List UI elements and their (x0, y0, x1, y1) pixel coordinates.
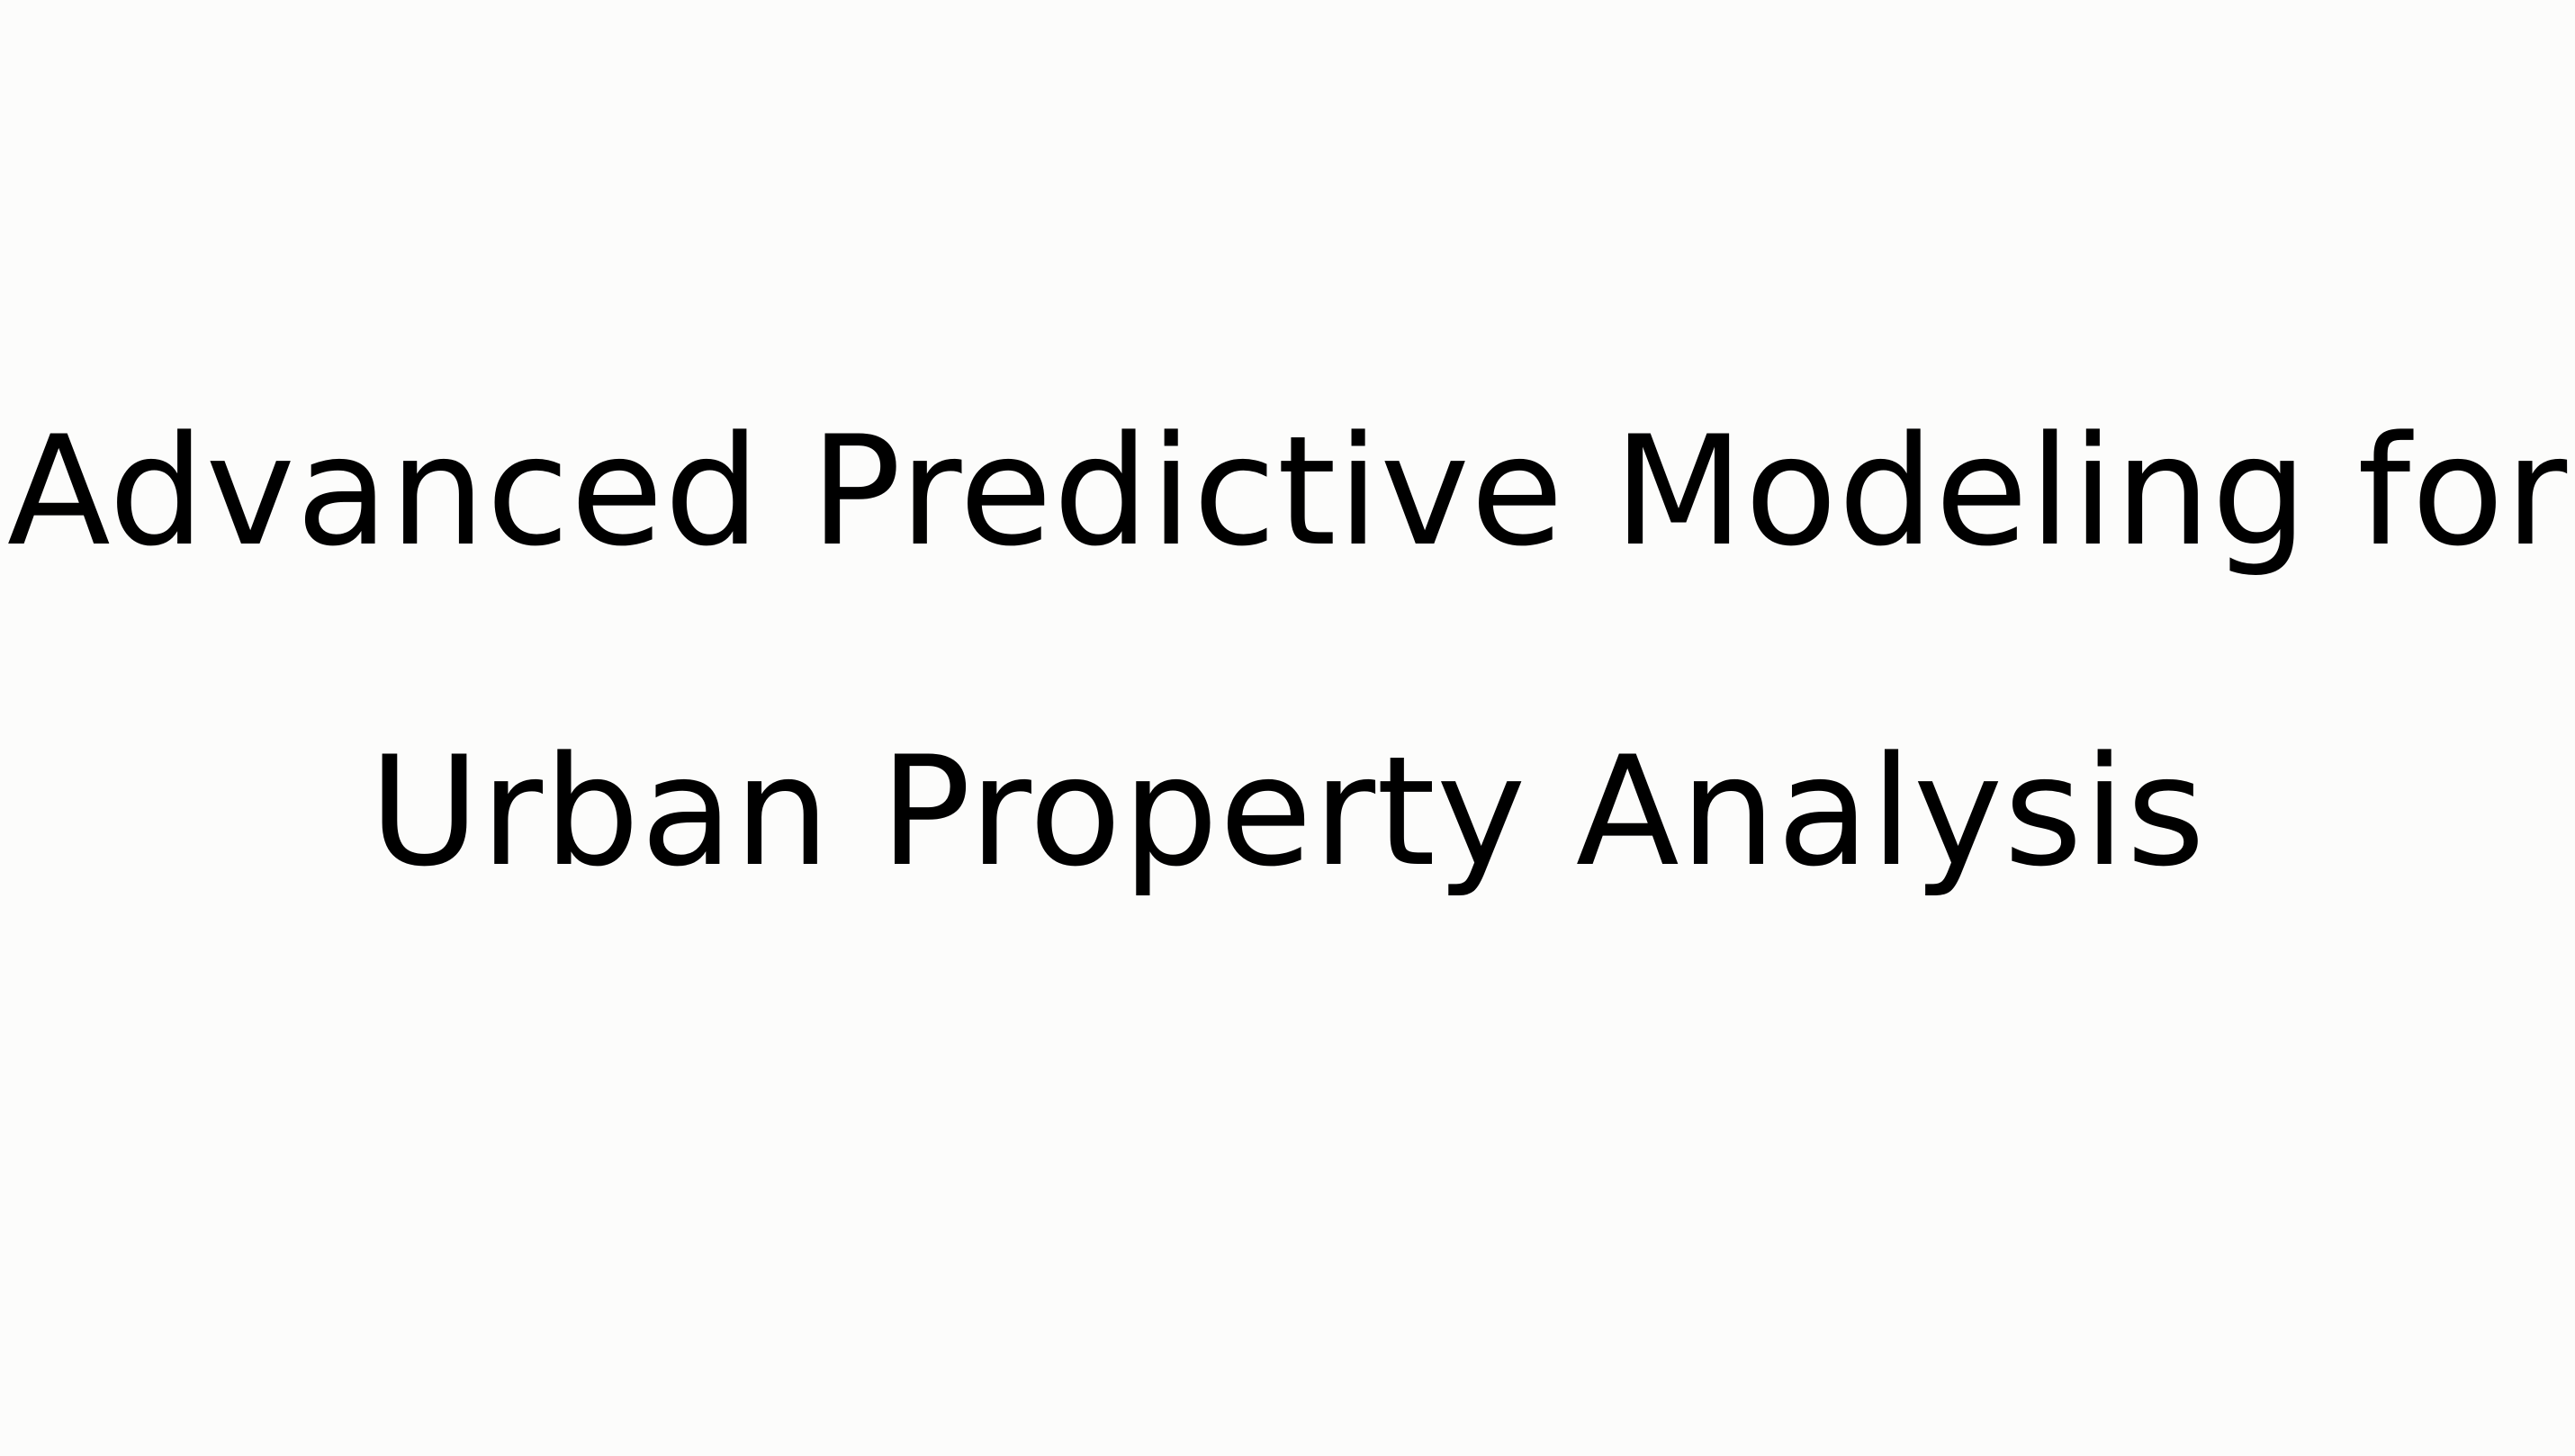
slide-title-line-2: Urban Property Analysis (369, 724, 2206, 900)
slide-title-line-1: Advanced Predictive Modeling for (6, 403, 2569, 580)
